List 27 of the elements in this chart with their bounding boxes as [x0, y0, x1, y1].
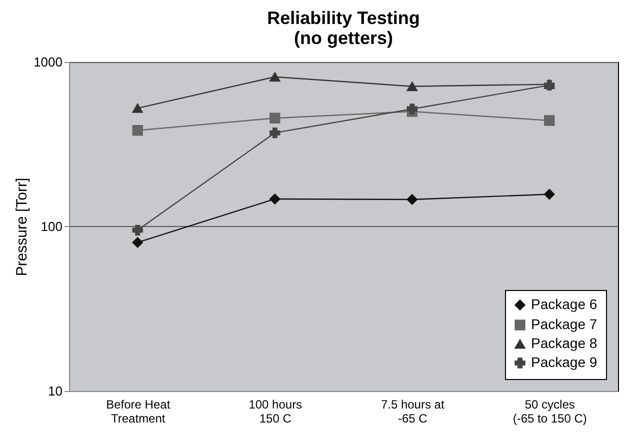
point — [270, 194, 280, 204]
point — [406, 82, 418, 92]
y-tick-label: 1000 — [34, 54, 62, 70]
y-axis-title: Pressure [Torr] — [14, 178, 31, 276]
point — [270, 112, 280, 124]
y-tick-label: 10 — [48, 384, 62, 398]
x-tick-label: 50 cycles (-65 to 150 C) — [512, 398, 587, 426]
point — [270, 127, 280, 138]
legend-label: Package 6 — [531, 296, 598, 312]
point — [132, 224, 143, 236]
point — [132, 125, 143, 136]
chart-title: Reliability Testing — [267, 8, 420, 28]
chart-subtitle: (no getters) — [294, 28, 394, 48]
point — [406, 104, 418, 114]
point — [544, 115, 555, 126]
point — [132, 103, 143, 113]
point — [270, 72, 280, 82]
legend-label: Package 8 — [531, 335, 598, 351]
point — [132, 237, 143, 248]
point — [406, 194, 418, 205]
point — [544, 188, 555, 200]
y-tick-label: 100 — [40, 219, 62, 234]
x-tick-label: 100 hours 150 C — [248, 398, 302, 426]
legend-label: Package 7 — [531, 316, 598, 332]
x-tick-label: 7.5 hours at -65 C — [380, 398, 445, 426]
legend-label: Package 9 — [531, 354, 598, 370]
x-tick-label: Before Heat Treatment — [106, 398, 171, 426]
